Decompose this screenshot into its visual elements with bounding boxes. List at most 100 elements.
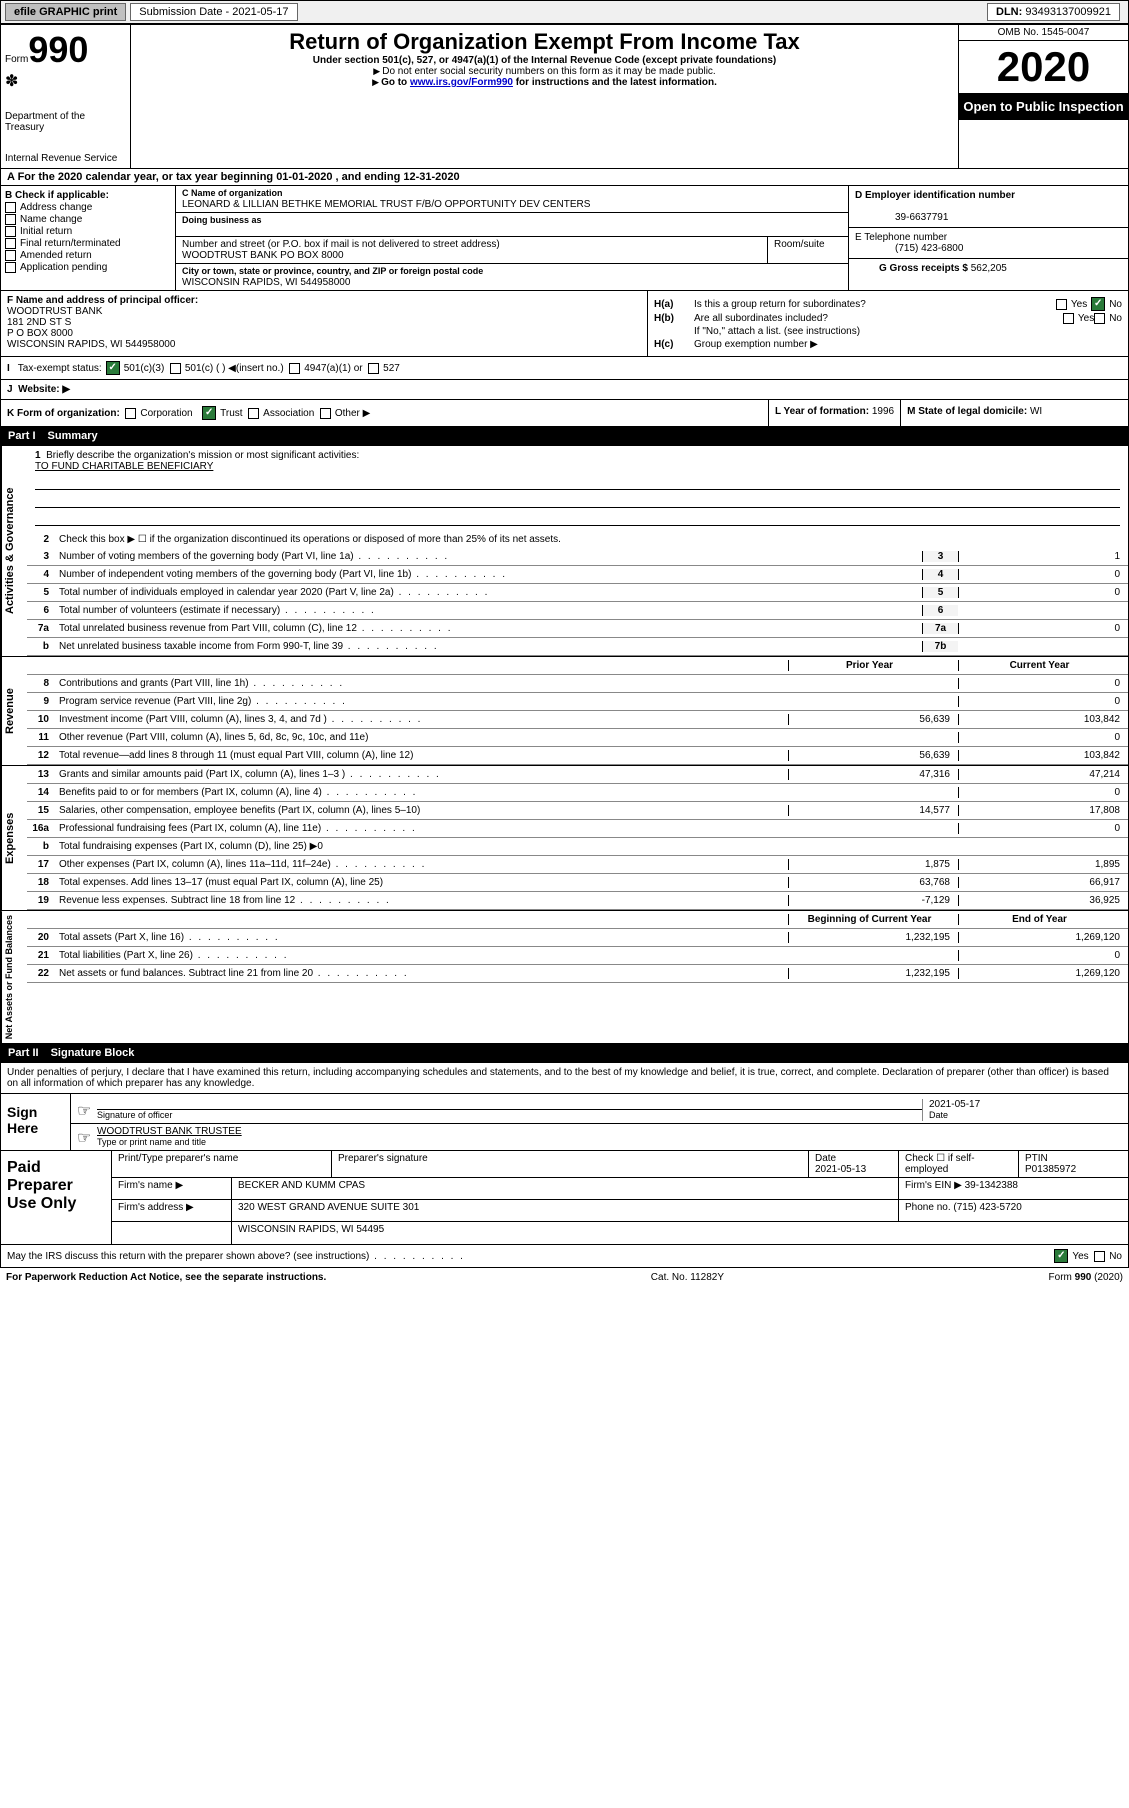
tab-revenue: Revenue xyxy=(1,657,27,765)
irs-label: Internal Revenue Service xyxy=(5,153,126,164)
sign-here-label: Sign Here xyxy=(1,1094,71,1150)
chk-amended[interactable] xyxy=(5,250,16,261)
irs-link[interactable]: www.irs.gov/Form990 xyxy=(410,77,513,88)
chk-501c3[interactable]: ✓ xyxy=(106,361,120,375)
l20-py: 1,232,195 xyxy=(788,932,958,943)
org-name: LEONARD & LILLIAN BETHKE MEMORIAL TRUST … xyxy=(182,199,590,210)
l7a-val: 0 xyxy=(958,623,1128,634)
subtitle-3: Go to www.irs.gov/Form990 for instructio… xyxy=(135,77,954,88)
firm-addr: 320 WEST GRAND AVENUE SUITE 301 xyxy=(231,1200,898,1221)
firm-ein: 39-1342388 xyxy=(965,1180,1018,1191)
officer-name: WOODTRUST BANK xyxy=(7,306,102,317)
chk-final[interactable] xyxy=(5,238,16,249)
l4-val: 0 xyxy=(958,569,1128,580)
irs-seal-icon: ✽ xyxy=(5,71,126,91)
top-bar: efile GRAPHIC print Submission Date - 20… xyxy=(0,0,1129,24)
form-title: Return of Organization Exempt From Incom… xyxy=(135,29,954,55)
discuss-no[interactable] xyxy=(1094,1251,1105,1262)
l3-val: 1 xyxy=(958,551,1128,562)
l21-cy: 0 xyxy=(958,950,1128,961)
l15-cy: 17,808 xyxy=(958,805,1128,816)
state-domicile: WI xyxy=(1030,406,1042,417)
dln: DLN: 93493137009921 xyxy=(987,3,1120,21)
row-a: A For the 2020 calendar year, or tax yea… xyxy=(0,169,1129,186)
tab-expenses: Expenses xyxy=(1,766,27,910)
discuss-yes[interactable]: ✓ xyxy=(1054,1249,1068,1263)
l11-cy: 0 xyxy=(958,732,1128,743)
ein: 39-6637791 xyxy=(855,212,948,223)
l20-cy: 1,269,120 xyxy=(958,932,1128,943)
submission-date: Submission Date - 2021-05-17 xyxy=(130,3,297,21)
website-row: J Website: ▶ xyxy=(0,380,1129,400)
l14-cy: 0 xyxy=(958,787,1128,798)
city: WISCONSIN RAPIDS, WI 544958000 xyxy=(182,277,350,288)
paid-preparer-label: Paid Preparer Use Only xyxy=(1,1151,111,1244)
l18-cy: 66,917 xyxy=(958,877,1128,888)
l10-py: 56,639 xyxy=(788,714,958,725)
section-fg: F Name and address of principal officer:… xyxy=(0,291,1129,357)
chk-pending[interactable] xyxy=(5,262,16,273)
part2-header: Part IISignature Block xyxy=(0,1044,1129,1062)
part1-header: Part ISummary xyxy=(0,427,1129,445)
chk-name[interactable] xyxy=(5,214,16,225)
chk-527[interactable] xyxy=(368,363,379,374)
l22-cy: 1,269,120 xyxy=(958,968,1128,979)
subtitle-2: Do not enter social security numbers on … xyxy=(135,66,954,77)
street: WOODTRUST BANK PO BOX 8000 xyxy=(182,250,344,261)
l18-py: 63,768 xyxy=(788,877,958,888)
part1-body: Activities & Governance 1 Briefly descri… xyxy=(0,445,1129,657)
omb-number: OMB No. 1545-0047 xyxy=(959,25,1128,41)
l17-py: 1,875 xyxy=(788,859,958,870)
l8-cy: 0 xyxy=(958,678,1128,689)
l5-val: 0 xyxy=(958,587,1128,598)
l13-cy: 47,214 xyxy=(958,769,1128,780)
l19-cy: 36,925 xyxy=(958,895,1128,906)
signature-block: Under penalties of perjury, I declare th… xyxy=(0,1062,1129,1268)
footer: For Paperwork Reduction Act Notice, see … xyxy=(0,1268,1129,1287)
l16a-cy: 0 xyxy=(958,823,1128,834)
chk-4947[interactable] xyxy=(289,363,300,374)
firm-phone: (715) 423-5720 xyxy=(953,1202,1021,1213)
l22-py: 1,232,195 xyxy=(788,968,958,979)
efile-btn[interactable]: efile GRAPHIC print xyxy=(5,3,126,21)
tax-year: 2020 xyxy=(959,41,1128,93)
mission: TO FUND CHARITABLE BENEFICIARY xyxy=(35,461,213,472)
chk-address[interactable] xyxy=(5,202,16,213)
form-header: Form990 ✽ Department of the Treasury Int… xyxy=(0,24,1129,169)
chk-trust[interactable]: ✓ xyxy=(202,406,216,420)
phone: (715) 423-6800 xyxy=(855,243,963,254)
open-public: Open to Public Inspection xyxy=(959,93,1128,120)
hb-no[interactable] xyxy=(1094,313,1105,324)
prep-date: 2021-05-13 xyxy=(815,1164,866,1175)
hb-yes[interactable] xyxy=(1063,313,1074,324)
tab-activities: Activities & Governance xyxy=(1,446,27,656)
year-formation: 1996 xyxy=(872,406,894,417)
subtitle-1: Under section 501(c), 527, or 4947(a)(1)… xyxy=(135,55,954,66)
form-word: Form xyxy=(5,54,28,65)
l15-py: 14,577 xyxy=(788,805,958,816)
ptin: P01385972 xyxy=(1025,1164,1076,1175)
chk-assoc[interactable] xyxy=(248,408,259,419)
chk-corp[interactable] xyxy=(125,408,136,419)
officer-name-title: WOODTRUST BANK TRUSTEE xyxy=(97,1126,242,1137)
ha-no[interactable]: ✓ xyxy=(1091,297,1105,311)
l17-cy: 1,895 xyxy=(958,859,1128,870)
chk-initial[interactable] xyxy=(5,226,16,237)
firm-name: BECKER AND KUMM CPAS xyxy=(231,1178,898,1199)
l12-py: 56,639 xyxy=(788,750,958,761)
section-b: B Check if applicable: Address change Na… xyxy=(0,186,1129,291)
l12-cy: 103,842 xyxy=(958,750,1128,761)
chk-501c[interactable] xyxy=(170,363,181,374)
sig-date: 2021-05-17 xyxy=(929,1099,980,1110)
l19-py: -7,129 xyxy=(788,895,958,906)
l10-cy: 103,842 xyxy=(958,714,1128,725)
b-label: B Check if applicable: xyxy=(5,190,109,201)
l9-cy: 0 xyxy=(958,696,1128,707)
tax-status-row: ITax-exempt status: ✓501(c)(3) 501(c) ( … xyxy=(0,357,1129,380)
l13-py: 47,316 xyxy=(788,769,958,780)
dept-label: Department of the Treasury xyxy=(5,111,126,133)
ha-yes[interactable] xyxy=(1056,299,1067,310)
gross-receipts: 562,205 xyxy=(971,263,1007,274)
chk-other[interactable] xyxy=(320,408,331,419)
row-kl: K Form of organization: Corporation ✓Tru… xyxy=(0,400,1129,427)
